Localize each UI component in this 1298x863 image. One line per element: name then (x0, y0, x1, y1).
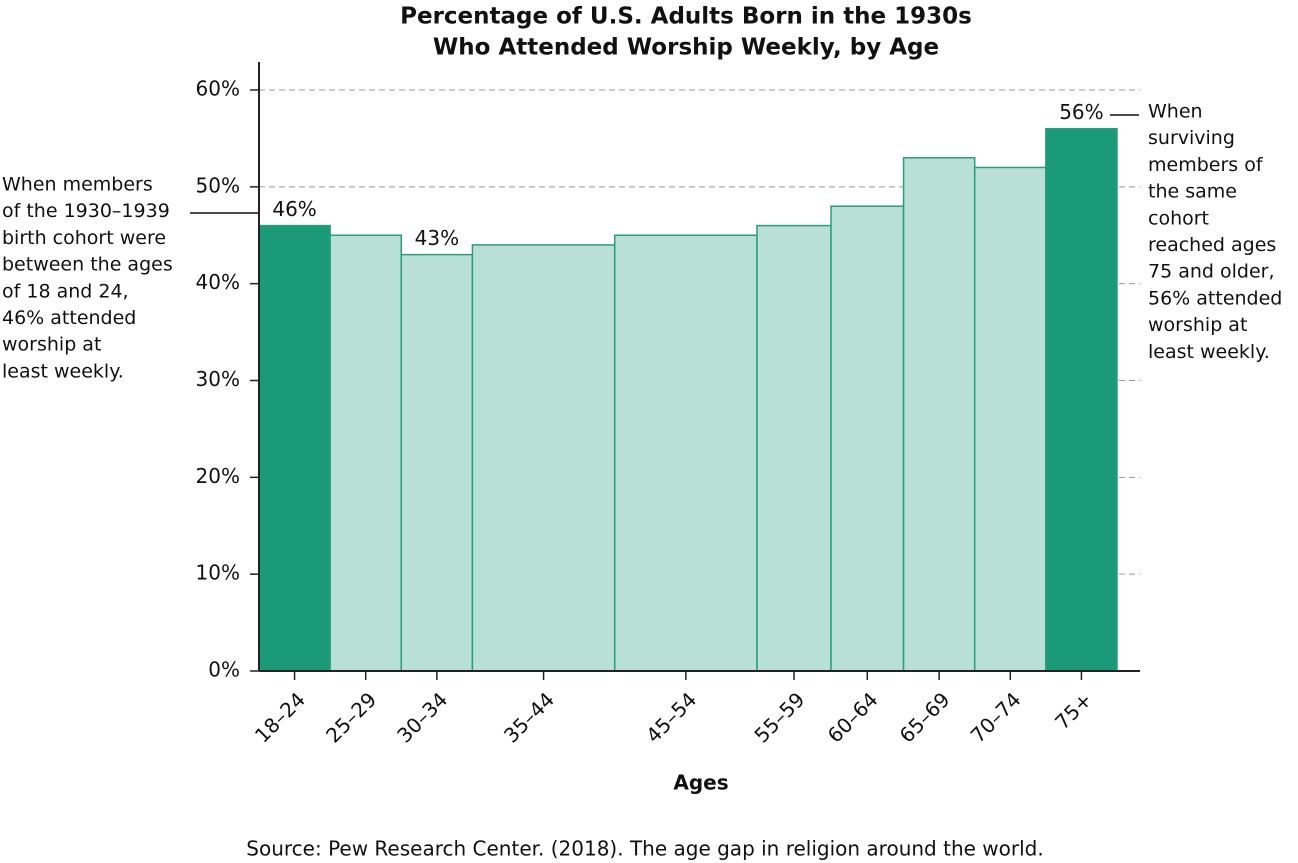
value-label: 43% (415, 226, 459, 250)
x-tick-label: 75+ (1050, 687, 1097, 734)
bar (258, 224, 331, 672)
annotation: of the 1930–1939 (2, 200, 170, 222)
bar (830, 205, 905, 672)
y-tick-label: 10% (196, 561, 240, 585)
y-tick-label: 20% (196, 464, 240, 488)
annotation: reached ages (1148, 234, 1276, 256)
bar (613, 234, 758, 672)
y-tick-label: 40% (196, 270, 240, 294)
bar (329, 234, 403, 672)
x-tick-label: 30–34 (392, 687, 452, 747)
x-tick-label: 18–24 (250, 687, 310, 747)
annotation: surviving (1148, 127, 1235, 149)
y-tick-label: 30% (196, 367, 240, 391)
annotation: between the ages (2, 254, 173, 276)
y-tick-label: 50% (196, 173, 240, 197)
annotation: least weekly. (1148, 341, 1270, 363)
annotation: cohort (1148, 207, 1209, 229)
annotation: members of (1148, 154, 1264, 176)
bar (756, 224, 832, 672)
annotation: 75 and older, (1148, 261, 1275, 283)
x-tick-label: 70–74 (966, 687, 1026, 747)
annotation: worship at (2, 334, 101, 356)
x-tick-label: 55–59 (749, 687, 809, 747)
bar (973, 166, 1047, 672)
x-tick-label: 35–44 (499, 687, 559, 747)
bar (1045, 127, 1118, 672)
chart-title: Who Attended Worship Weekly, by Age (433, 35, 939, 61)
annotation: When (1148, 101, 1203, 123)
bar (471, 244, 616, 672)
annotation: 56% attended (1148, 287, 1282, 309)
value-label: 56% (1059, 100, 1103, 124)
x-tick-label: 45–54 (641, 687, 701, 747)
annotation: of 18 and 24, (2, 280, 129, 302)
x-axis-title: Ages (673, 771, 728, 795)
x-tick-label: 25–29 (321, 687, 381, 747)
annotation: birth cohort were (2, 227, 166, 249)
y-tick-label: 0% (208, 658, 240, 682)
annotation: worship at (1148, 314, 1247, 336)
bar (400, 253, 474, 672)
y-tick-label: 60% (196, 77, 240, 101)
annotation: 46% attended (2, 307, 136, 329)
source: Source: Pew Research Center. (2018). The… (246, 837, 1043, 861)
annotation: When members (2, 174, 153, 196)
chart-title: Percentage of U.S. Adults Born in the 19… (400, 4, 972, 30)
annotation: the same (1148, 181, 1237, 203)
x-tick-label: 65–69 (895, 687, 955, 747)
annotation: least weekly. (2, 360, 124, 382)
value-label: 46% (272, 197, 316, 221)
x-tick-label: 60–64 (823, 687, 883, 747)
bar (902, 157, 976, 672)
